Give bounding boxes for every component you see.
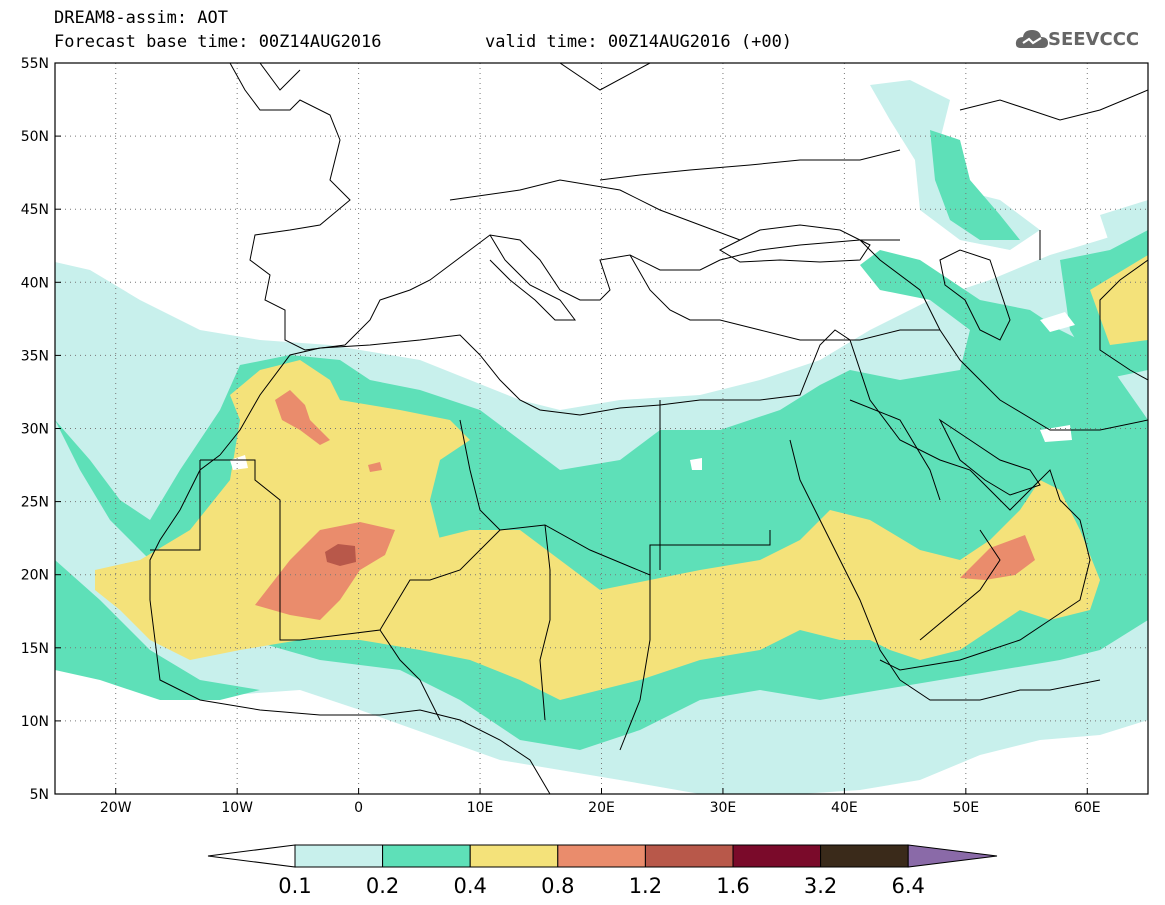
seevccc-logo (1015, 24, 1155, 56)
colorbar-label: 1.2 (629, 874, 662, 898)
lon-label: 10E (467, 800, 494, 816)
valid-time: valid time: 00Z14AUG2016 (+00) (485, 32, 793, 52)
lat-label: 15N (21, 641, 49, 657)
lon-label: 20W (100, 800, 132, 816)
colorbar: 0.1 0.2 0.4 0.8 1.2 1.6 3.2 6.4 (207, 844, 998, 898)
forecast-base-time: Forecast base time: 00Z14AUG2016 (54, 32, 382, 52)
colorbar-bin (732, 844, 822, 868)
aot-level-0.8 (255, 390, 1035, 620)
colorbar-label: 6.4 (891, 874, 924, 898)
aot-field (55, 80, 1148, 794)
colorbar-over-arrow (907, 844, 998, 868)
lon-label: 0 (354, 800, 363, 816)
lon-label: 40E (831, 800, 858, 816)
colorbar-label: 0.2 (366, 874, 399, 898)
lon-label: 50E (952, 800, 979, 816)
cloud-icon (1015, 30, 1048, 48)
aot-level-0.4 (95, 255, 1148, 700)
lat-label: 20N (21, 568, 49, 584)
colorbar-label: 3.2 (804, 874, 837, 898)
lat-label: 40N (21, 275, 49, 291)
colorbar-under-arrow (207, 844, 296, 868)
longitude-labels: 20W 10W 0 10E 20E 30E 40E 50E 60E (100, 788, 1101, 816)
lon-label: 60E (1074, 800, 1101, 816)
logo-text: SEEVCCC (1048, 29, 1140, 50)
colorbar-bin (469, 844, 559, 868)
map-title: DREAM8-assim: AOT (54, 8, 228, 28)
aot-level-1.2 (325, 544, 356, 566)
colorbar-bin (294, 844, 384, 868)
colorbar-label: 1.6 (716, 874, 749, 898)
latitude-labels: 55N 50N 45N 40N 35N 30N 25N 20N 15N 10N 5N (21, 56, 61, 803)
lat-label: 10N (21, 714, 49, 730)
lat-label: 25N (21, 495, 49, 511)
lat-label: 30N (21, 422, 49, 438)
lat-label: 55N (21, 56, 49, 72)
map-gridlines (55, 63, 1148, 794)
lon-label: 20E (588, 800, 615, 816)
lat-label: 35N (21, 348, 49, 364)
colorbar-label: 0.4 (453, 874, 486, 898)
lat-label: 5N (30, 787, 49, 803)
lon-label: 30E (710, 800, 737, 816)
coastlines (149, 63, 1148, 794)
lon-label: 10W (221, 800, 253, 816)
colorbar-bin (557, 844, 646, 868)
lat-label: 45N (21, 202, 49, 218)
colorbar-bin (644, 844, 734, 868)
lat-label: 50N (21, 129, 49, 145)
colorbar-bin (820, 844, 909, 868)
colorbar-label: 0.1 (278, 874, 311, 898)
colorbar-bin (382, 844, 471, 868)
colorbar-label: 0.8 (541, 874, 574, 898)
